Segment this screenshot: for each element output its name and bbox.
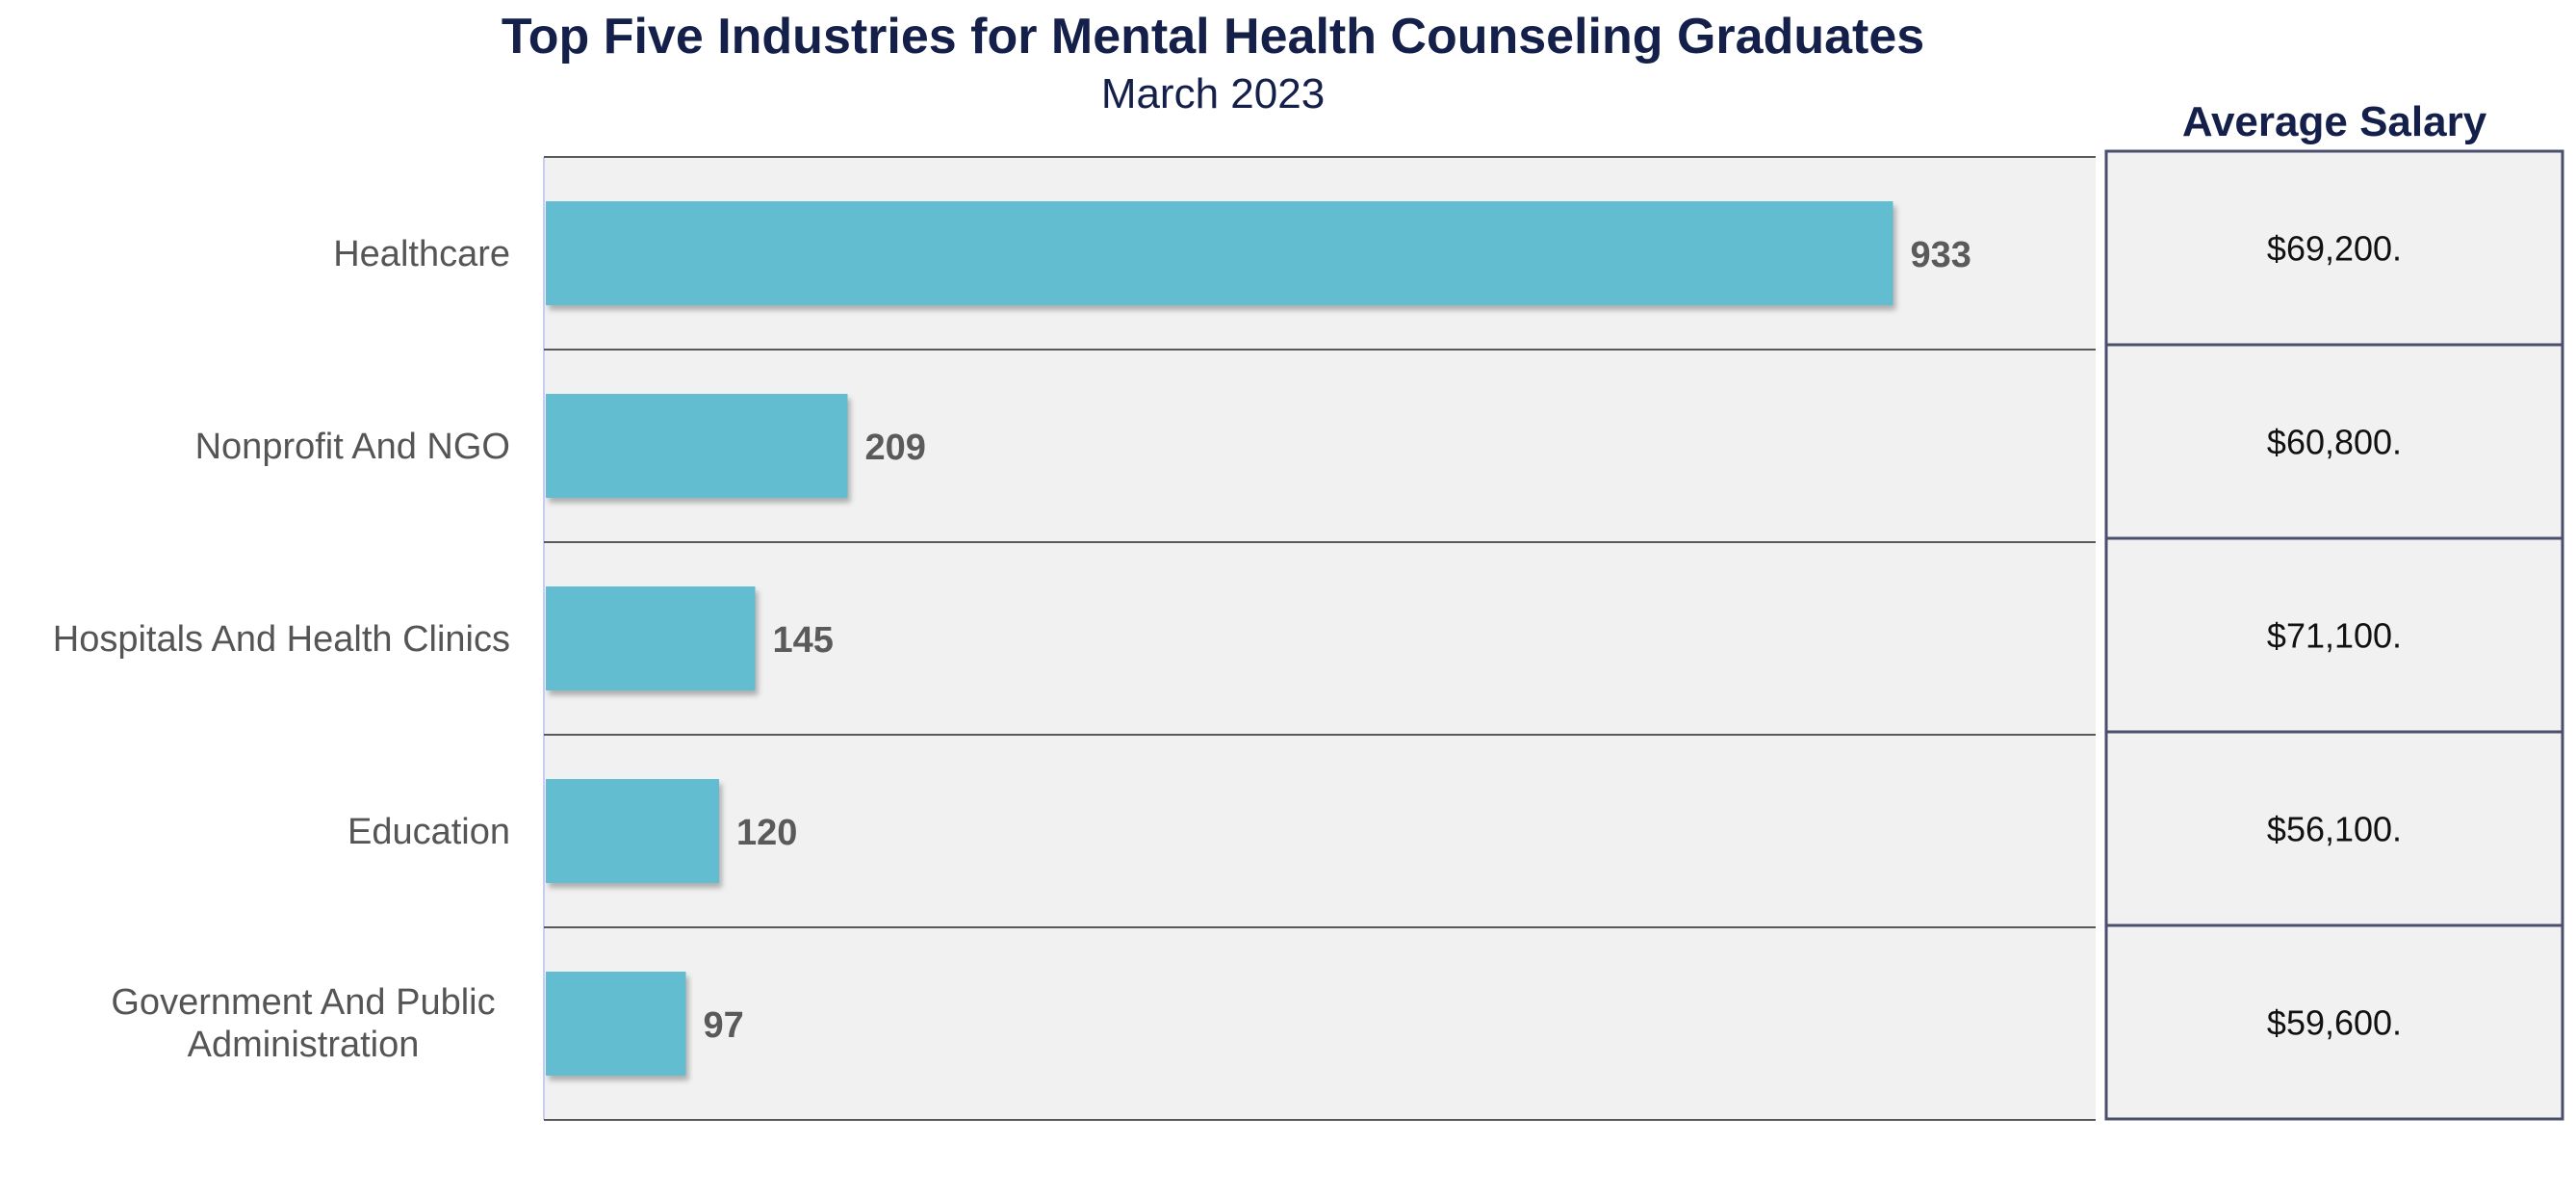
bar	[546, 972, 686, 1076]
salary-table-header: Average Salary	[2182, 98, 2487, 145]
category-label: Hospitals And Health Clinics	[53, 619, 510, 660]
bar-value-label: 209	[865, 428, 926, 468]
salary-cell	[2104, 730, 2564, 927]
category-label: Nonprofit And NGO	[195, 427, 510, 467]
salary-value: $59,600.	[2267, 1003, 2402, 1043]
bars	[546, 201, 1893, 1076]
bar-value-label: 933	[1911, 235, 1971, 275]
salary-cell	[2104, 149, 2564, 347]
bar-value-label: 145	[773, 620, 834, 661]
salary-value: $56,100.	[2267, 810, 2402, 849]
chart-title: Top Five Industries for Mental Health Co…	[502, 9, 1924, 65]
bar	[546, 394, 848, 498]
bar-value-label: 120	[736, 813, 797, 853]
salary-value: $71,100.	[2267, 616, 2402, 656]
category-label: Education	[348, 812, 510, 852]
salary-value: $69,200.	[2267, 229, 2402, 269]
salary-table: $69,200. $60,800. $71,100. $56,100. $59,600.	[2104, 149, 2564, 1121]
row-separators	[544, 156, 2096, 1121]
bar	[546, 201, 1893, 305]
value-labels: 933 209 145 120 97	[704, 235, 1971, 1046]
category-label: Healthcare	[333, 234, 510, 274]
salary-value: $60,800.	[2267, 423, 2402, 462]
chart-subtitle: March 2023	[1101, 70, 1325, 117]
plot-panel	[544, 157, 2096, 1120]
category-label: Government And Public Administration	[111, 982, 495, 1065]
salary-cell	[2104, 343, 2564, 540]
bar	[546, 779, 719, 883]
bar	[546, 586, 756, 690]
bar-value-label: 97	[704, 1005, 744, 1046]
salary-cell	[2104, 923, 2564, 1121]
salary-cell	[2104, 536, 2564, 734]
category-labels: Healthcare Nonprofit And NGO Hospitals And…	[53, 234, 510, 1065]
